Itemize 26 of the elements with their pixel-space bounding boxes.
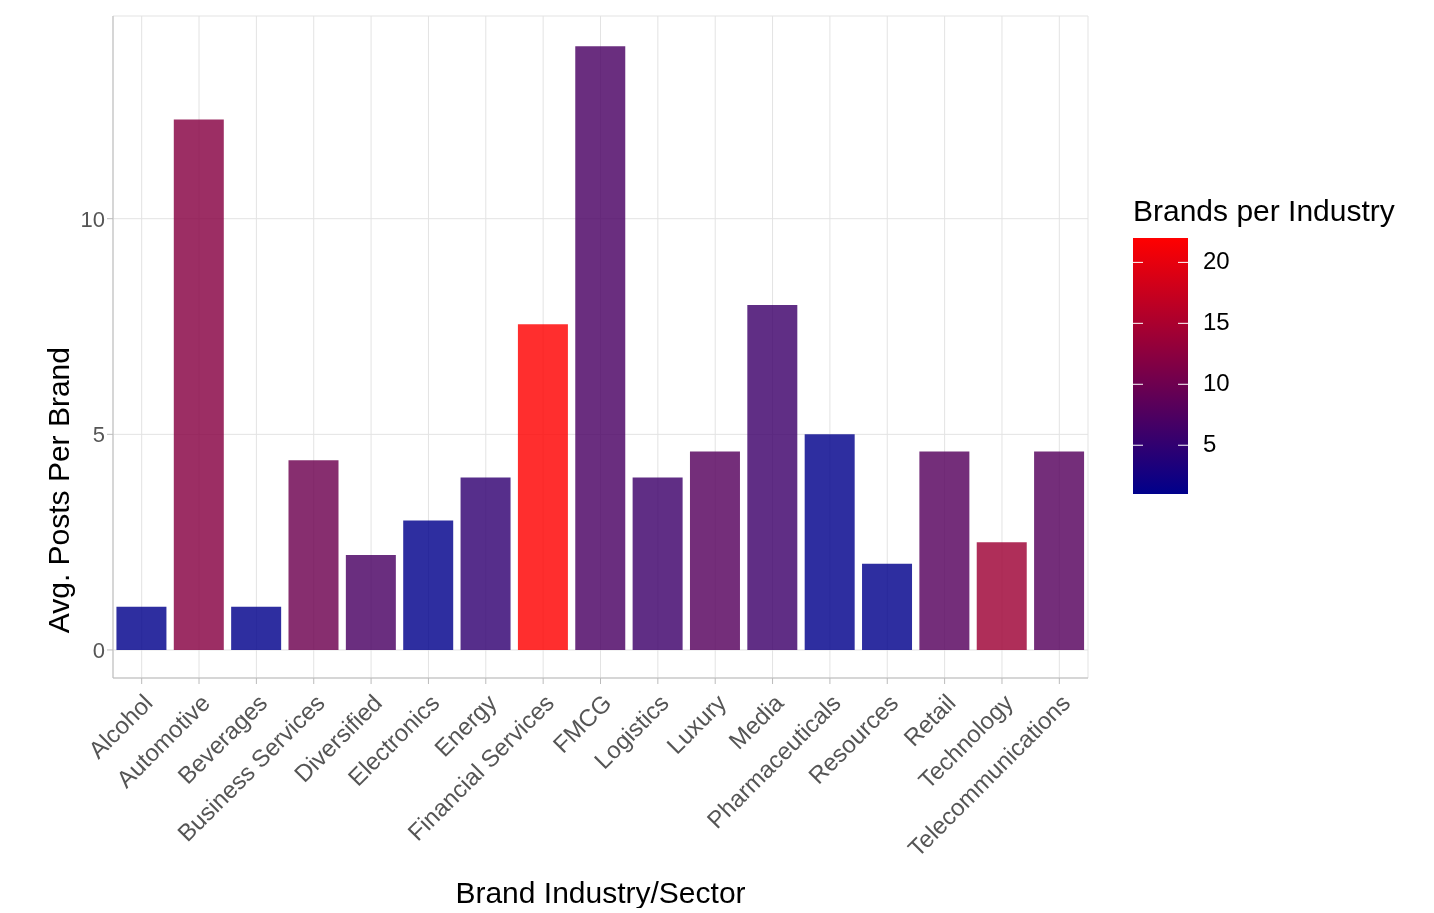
y-tick-label: 5 [92, 422, 105, 448]
bar [116, 606, 167, 650]
y-axis-title: Avg. Posts Per Brand [41, 347, 75, 634]
bar [460, 477, 511, 650]
color-bar-label: 10 [1203, 368, 1230, 396]
bar [345, 555, 396, 650]
bar [575, 46, 626, 650]
bar [976, 542, 1027, 650]
y-tick-label: 10 [80, 206, 105, 232]
bar [1034, 451, 1085, 650]
y-tick-label: 0 [92, 637, 105, 663]
bar [517, 324, 568, 650]
bar [804, 434, 855, 650]
bar [689, 451, 740, 650]
color-bar-label: 15 [1203, 307, 1230, 335]
bar [632, 477, 683, 650]
bar [173, 119, 224, 650]
bar [862, 563, 913, 650]
bar [403, 520, 454, 650]
color-bar-label: 20 [1203, 246, 1230, 274]
bar [919, 451, 970, 650]
color-bar-title: Brands per Industry [1133, 194, 1395, 227]
bar [747, 304, 798, 650]
color-bar-label: 5 [1203, 429, 1217, 457]
bar [231, 606, 282, 650]
bar [288, 460, 339, 650]
